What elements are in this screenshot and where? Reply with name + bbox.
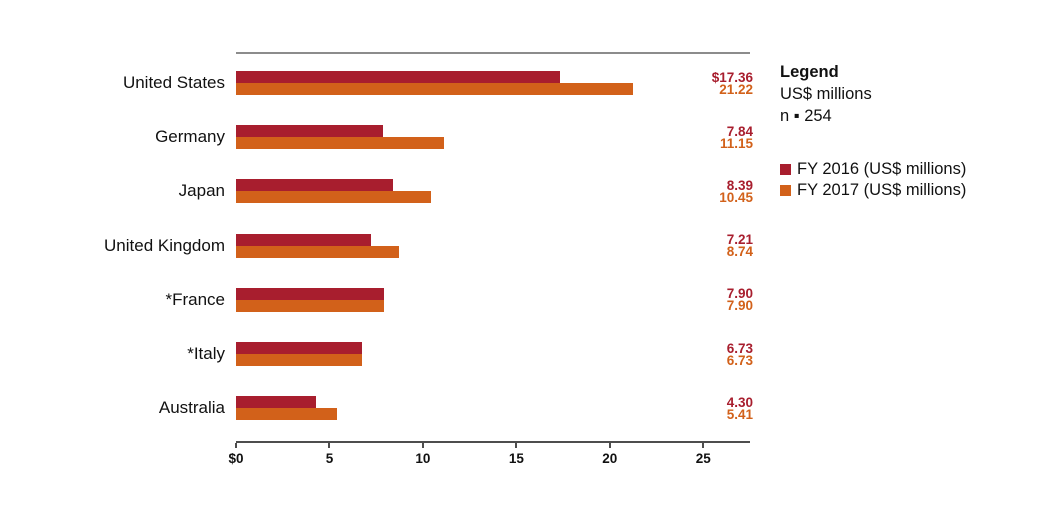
x-axis-tick-label: $0 (228, 451, 244, 466)
x-axis-tick (421, 443, 424, 448)
legend: Legend US$ millions n ▪ 254 FY 2016 (US$… (780, 61, 1030, 201)
legend-n-count: n ▪ 254 (780, 107, 832, 125)
x-axis-tick-label: 25 (695, 451, 711, 466)
value-label-fy2017: 21.22 (719, 81, 753, 97)
value-label-fy2017: 6.73 (726, 352, 753, 368)
legend-item-fy2016: FY 2016 (US$ millions) (780, 159, 1030, 180)
bar-fy2016 (236, 71, 561, 83)
plot-area: $17.36 21.22 7.84 11.15 8.39 10.45 7.21 8.74 7.9… (228, 0, 753, 513)
category-label: Japan (178, 181, 225, 201)
bar-fy2017 (236, 191, 432, 204)
value-label-fy2017: 5.41 (726, 406, 753, 422)
category-label: *France (165, 289, 225, 309)
bar-fy2016 (236, 125, 383, 138)
bar-fy2016 (236, 396, 317, 409)
category-label: United States (122, 73, 225, 92)
legend-item-label: FY 2016 (US$ millions) (797, 160, 967, 178)
legend-subtitle: US$ millions (780, 85, 872, 103)
category-label: *Italy (187, 344, 225, 363)
value-label-fy2016: 7.90 (726, 286, 753, 302)
top-rule (236, 52, 750, 54)
bar-fy2016 (236, 342, 362, 354)
value-label-fy2016: 6.73 (726, 340, 753, 356)
legend-title: Legend (780, 63, 839, 81)
value-label-fy2017: 7.90 (726, 298, 753, 314)
value-label-fy2016: 7.84 (726, 123, 753, 139)
x-axis-tick (702, 443, 705, 448)
value-label-fy2017: 8.74 (726, 244, 753, 260)
fy2016-swatch-icon (780, 164, 791, 175)
value-label-fy2016: 4.30 (726, 394, 753, 410)
bar-fy2017 (236, 408, 338, 421)
bar-fy2017 (236, 299, 384, 312)
bar-fy2017 (236, 83, 633, 95)
x-axis-tick (515, 443, 518, 448)
value-label-fy2016: $17.36 (711, 69, 753, 85)
fy2017-swatch-icon (780, 185, 791, 196)
x-axis-tick-label: 15 (508, 451, 524, 466)
value-label-fy2017: 10.45 (719, 189, 753, 205)
bar-fy2017 (236, 137, 445, 150)
category-label: Australia (158, 398, 225, 418)
x-axis-tick (608, 443, 611, 448)
bar-fy2017 (236, 245, 400, 258)
x-axis-tick-label: 5 (325, 451, 334, 466)
category-label: Germany (155, 127, 225, 147)
x-axis-line (236, 441, 750, 443)
x-axis-tick (235, 443, 237, 448)
x-axis-tick-label: 20 (602, 451, 618, 466)
bar-fy2017 (236, 354, 362, 366)
bar-fy2016 (236, 287, 384, 300)
bar-fy2016 (236, 233, 371, 246)
legend-items: FY 2016 (US$ millions) FY 2017 (US$ mill… (780, 159, 1030, 201)
legend-item-label: FY 2017 (US$ millions) (797, 181, 967, 199)
x-axis-tick (328, 443, 331, 448)
bar-fy2016 (236, 179, 393, 192)
legend-item-fy2017: FY 2017 (US$ millions) (780, 180, 1030, 201)
value-label-fy2016: 7.21 (726, 232, 753, 248)
category-label: United Kingdom (104, 235, 225, 255)
x-axis-tick-label: 10 (415, 451, 431, 466)
value-label-fy2017: 11.15 (719, 135, 753, 151)
value-label-fy2016: 8.39 (726, 177, 753, 193)
